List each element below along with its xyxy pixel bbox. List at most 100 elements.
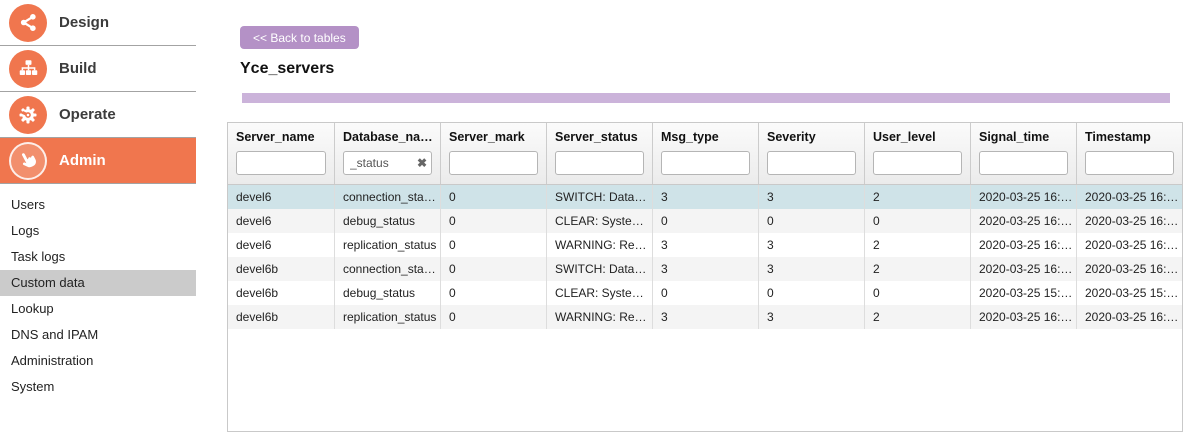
filter-wrap	[979, 151, 1068, 175]
table-row[interactable]: devel6b connection_sta… 0 SWITCH: Data… 3 3 2 2…	[228, 257, 1182, 281]
column-header-label: User_level	[873, 130, 936, 144]
table-cell: 2020-03-25 16:…	[1076, 233, 1182, 257]
table-row[interactable]: devel6b replication_status 0 WARNING: Re… 3 3…	[228, 305, 1182, 329]
sidebar-main-nav: Design Build Operate Admin	[0, 0, 196, 184]
sidebar: Design Build Operate Admin Users Logs Task lo…	[0, 0, 196, 419]
sidebar-item-custom-data[interactable]: Custom data	[0, 270, 196, 296]
sidebar-item-administration[interactable]: Administration	[11, 353, 94, 368]
sidebar-item-label: Design	[59, 14, 110, 31]
table-cell: 0	[440, 281, 546, 305]
clear-filter-icon[interactable]: ✖	[416, 156, 427, 170]
column-header-user-level[interactable]: User_level	[864, 123, 970, 184]
sidebar-item-design[interactable]: Design	[0, 0, 196, 46]
sidebar-sub-nav: Users Logs Task logs Custom data Lookup DNS a…	[0, 184, 196, 400]
column-header-database-na[interactable]: Database_na… ✖	[334, 123, 440, 184]
gear-icon	[9, 95, 47, 134]
table-cell: 3	[652, 305, 758, 329]
table-cell: 2020-03-25 16:…	[1076, 185, 1182, 209]
share-icon	[9, 3, 47, 42]
sidebar-item-logs[interactable]: Logs	[11, 223, 40, 238]
table-cell: 2020-03-25 15:…	[970, 281, 1076, 305]
table-cell: devel6b	[236, 310, 279, 324]
filter-input-server-name[interactable]	[236, 151, 326, 175]
column-header-timestamp[interactable]: Timestamp	[1076, 123, 1182, 184]
filter-wrap	[767, 151, 856, 175]
column-header-label: Severity	[767, 130, 816, 144]
column-header-label: Database_na…	[343, 130, 433, 144]
column-header-server-mark[interactable]: Server_mark	[440, 123, 546, 184]
sidebar-item-users[interactable]: Users	[11, 197, 45, 212]
column-header-label: Server_mark	[449, 130, 525, 144]
table-cell: replication_status	[334, 233, 440, 257]
table-cell: devel6	[236, 238, 272, 252]
table-cell: 3	[758, 257, 864, 281]
table-cell: 2020-03-25 16:…	[970, 305, 1076, 329]
filter-input-user-level[interactable]	[873, 151, 962, 175]
table-cell: devel6b	[236, 286, 279, 300]
page-title: Yce_servers	[240, 60, 335, 77]
table-cell: 0	[758, 209, 864, 233]
table-cell: 3	[758, 233, 864, 257]
filter-input-database-na[interactable]	[343, 151, 432, 175]
table-row[interactable]: devel6 debug_status 0 CLEAR: Syste… 0 0 0 2020-…	[228, 209, 1182, 233]
back-to-tables-button[interactable]: << Back to tables	[240, 26, 359, 49]
sidebar-item-system[interactable]: System	[11, 379, 55, 394]
table-cell: debug_status	[334, 281, 440, 305]
table-cell: replication_status	[334, 305, 440, 329]
table-cell: connection_sta…	[334, 257, 440, 281]
table-cell: 2020-03-25 16:…	[970, 209, 1076, 233]
filter-input-msg-type[interactable]	[661, 151, 750, 175]
table-cell: 0	[652, 209, 758, 233]
table-cell: 0	[440, 257, 546, 281]
column-header-severity[interactable]: Severity	[758, 123, 864, 184]
filter-wrap	[449, 151, 538, 175]
table-cell: 2	[864, 185, 970, 209]
table-cell: WARNING: Re…	[546, 305, 652, 329]
column-header-label: Msg_type	[661, 130, 719, 144]
sidebar-item-label: Operate	[59, 106, 116, 123]
table-cell: CLEAR: Syste…	[546, 281, 652, 305]
table-cell: CLEAR: Syste…	[546, 209, 652, 233]
table-row[interactable]: devel6b debug_status 0 CLEAR: Syste… 0 0 0 2020…	[228, 281, 1182, 305]
table-cell: debug_status	[334, 209, 440, 233]
table-cell: 0	[440, 209, 546, 233]
table-row[interactable]: devel6 replication_status 0 WARNING: Re… 3 3 2…	[228, 233, 1182, 257]
column-header-server-status[interactable]: Server_status	[546, 123, 652, 184]
table-cell: 3	[758, 305, 864, 329]
filter-wrap	[873, 151, 962, 175]
sidebar-item-lookup[interactable]: Lookup	[11, 301, 54, 316]
table-cell: 3	[652, 257, 758, 281]
accent-bar	[242, 93, 1170, 103]
sidebar-item-build[interactable]: Build	[0, 46, 196, 92]
filter-input-timestamp[interactable]	[1085, 151, 1174, 175]
filter-input-server-status[interactable]	[555, 151, 644, 175]
filter-input-server-mark[interactable]	[449, 151, 538, 175]
sidebar-item-task-logs[interactable]: Task logs	[11, 249, 66, 264]
table-cell: SWITCH: Data…	[546, 257, 652, 281]
column-header-signal-time[interactable]: Signal_time	[970, 123, 1076, 184]
table-cell: 0	[864, 209, 970, 233]
table-cell: 2	[864, 305, 970, 329]
sidebar-item-label: Admin	[59, 152, 106, 169]
sidebar-item-operate[interactable]: Operate	[0, 92, 196, 138]
table-cell: 0	[440, 233, 546, 257]
table-cell: 2	[864, 233, 970, 257]
filter-input-signal-time[interactable]	[979, 151, 1068, 175]
table-cell: devel6	[236, 190, 272, 204]
column-header-server-name[interactable]: Server_name	[228, 123, 334, 184]
column-header-label: Signal_time	[979, 130, 1050, 144]
table-cell: 2020-03-25 16:…	[970, 233, 1076, 257]
table-cell: 2020-03-25 15:…	[1076, 281, 1182, 305]
table-header-row: Server_name Database_na… ✖ Server_mark Serve…	[228, 123, 1182, 185]
table-cell: 3	[652, 185, 758, 209]
sidebar-item-dns-and-ipam[interactable]: DNS and IPAM	[11, 327, 99, 342]
table-row[interactable]: devel6 connection_sta… 0 SWITCH: Data… 3 3 2 20…	[228, 185, 1182, 209]
table-cell: 2020-03-25 16:…	[1076, 209, 1182, 233]
sidebar-item-admin[interactable]: Admin	[0, 138, 196, 184]
filter-input-severity[interactable]	[767, 151, 856, 175]
table-cell: 3	[652, 233, 758, 257]
hand-pointer-icon	[9, 141, 47, 180]
column-header-msg-type[interactable]: Msg_type	[652, 123, 758, 184]
filter-wrap	[236, 151, 326, 175]
table-cell: devel6b	[236, 262, 279, 276]
